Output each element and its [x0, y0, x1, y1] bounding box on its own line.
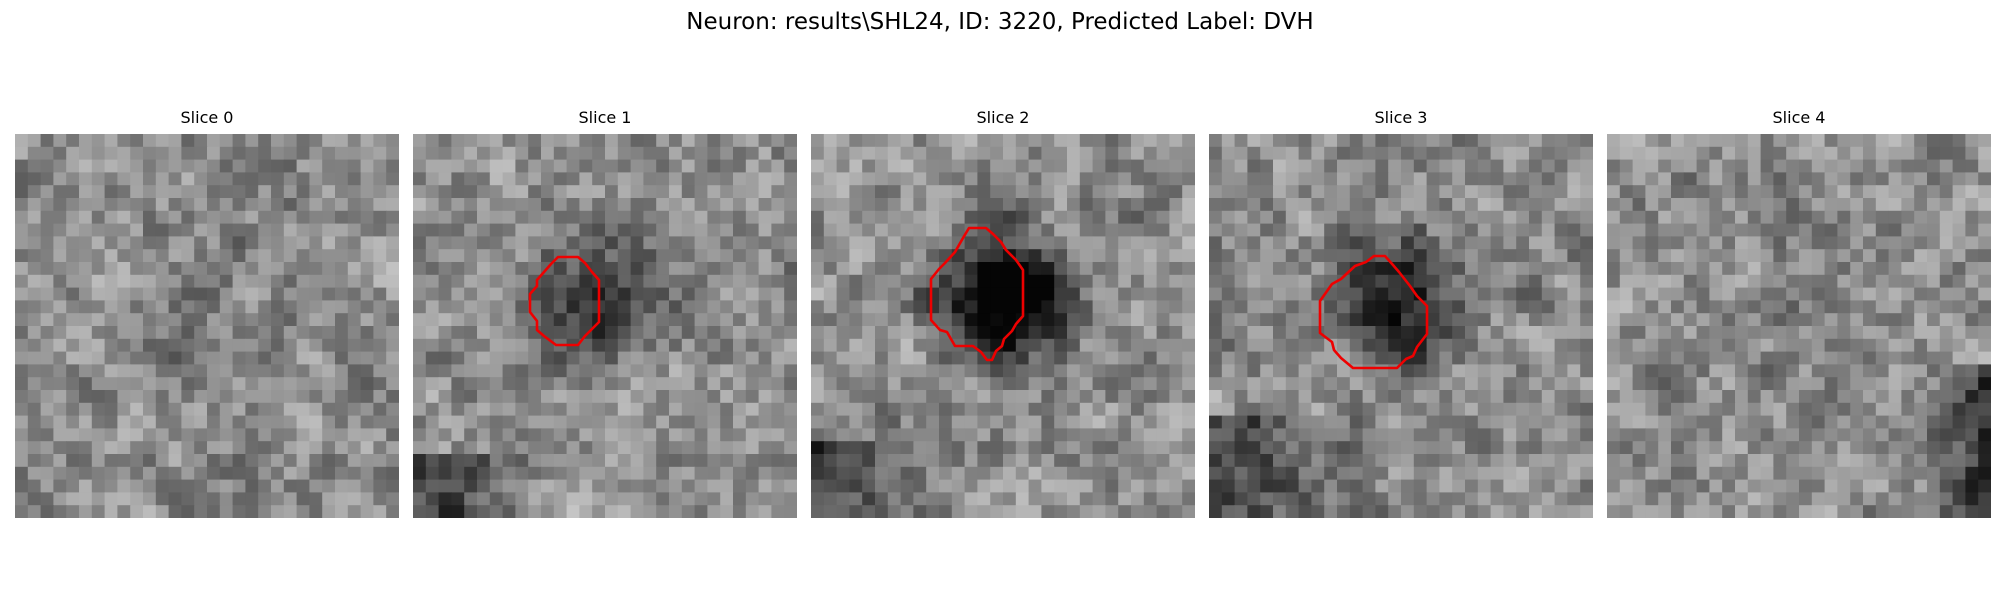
slice-title-4: Slice 4: [1772, 108, 1826, 127]
slice-image-4: [1607, 134, 1991, 518]
slice-panel-4: Slice 4: [1607, 108, 1991, 522]
slice-title-1: Slice 1: [578, 108, 632, 127]
slice-title-3: Slice 3: [1374, 108, 1428, 127]
roi-contour-1: [528, 255, 601, 347]
pixel-grid: [15, 134, 399, 518]
pixel-grid: [1607, 134, 1991, 518]
figure-title: Neuron: results\SHL24, ID: 3220, Predict…: [686, 9, 1314, 35]
slice-image-0: [15, 134, 399, 518]
roi-contour-3: [1318, 254, 1429, 370]
slice-panel-2: Slice 2: [811, 108, 1195, 522]
pixel-grid: [413, 134, 797, 518]
slice-panel-3: Slice 3: [1209, 108, 1593, 522]
slice-image-2: [811, 134, 1195, 518]
slice-panel-0: Slice 0: [15, 108, 399, 522]
slice-image-1: [413, 134, 797, 518]
slice-title-0: Slice 0: [180, 108, 234, 127]
pixel-grid: [1209, 134, 1593, 518]
slice-title-2: Slice 2: [976, 108, 1030, 127]
slice-image-3: [1209, 134, 1593, 518]
slice-panel-1: Slice 1: [413, 108, 797, 522]
pixel-grid: [811, 134, 1195, 518]
roi-contour-2: [929, 226, 1025, 362]
